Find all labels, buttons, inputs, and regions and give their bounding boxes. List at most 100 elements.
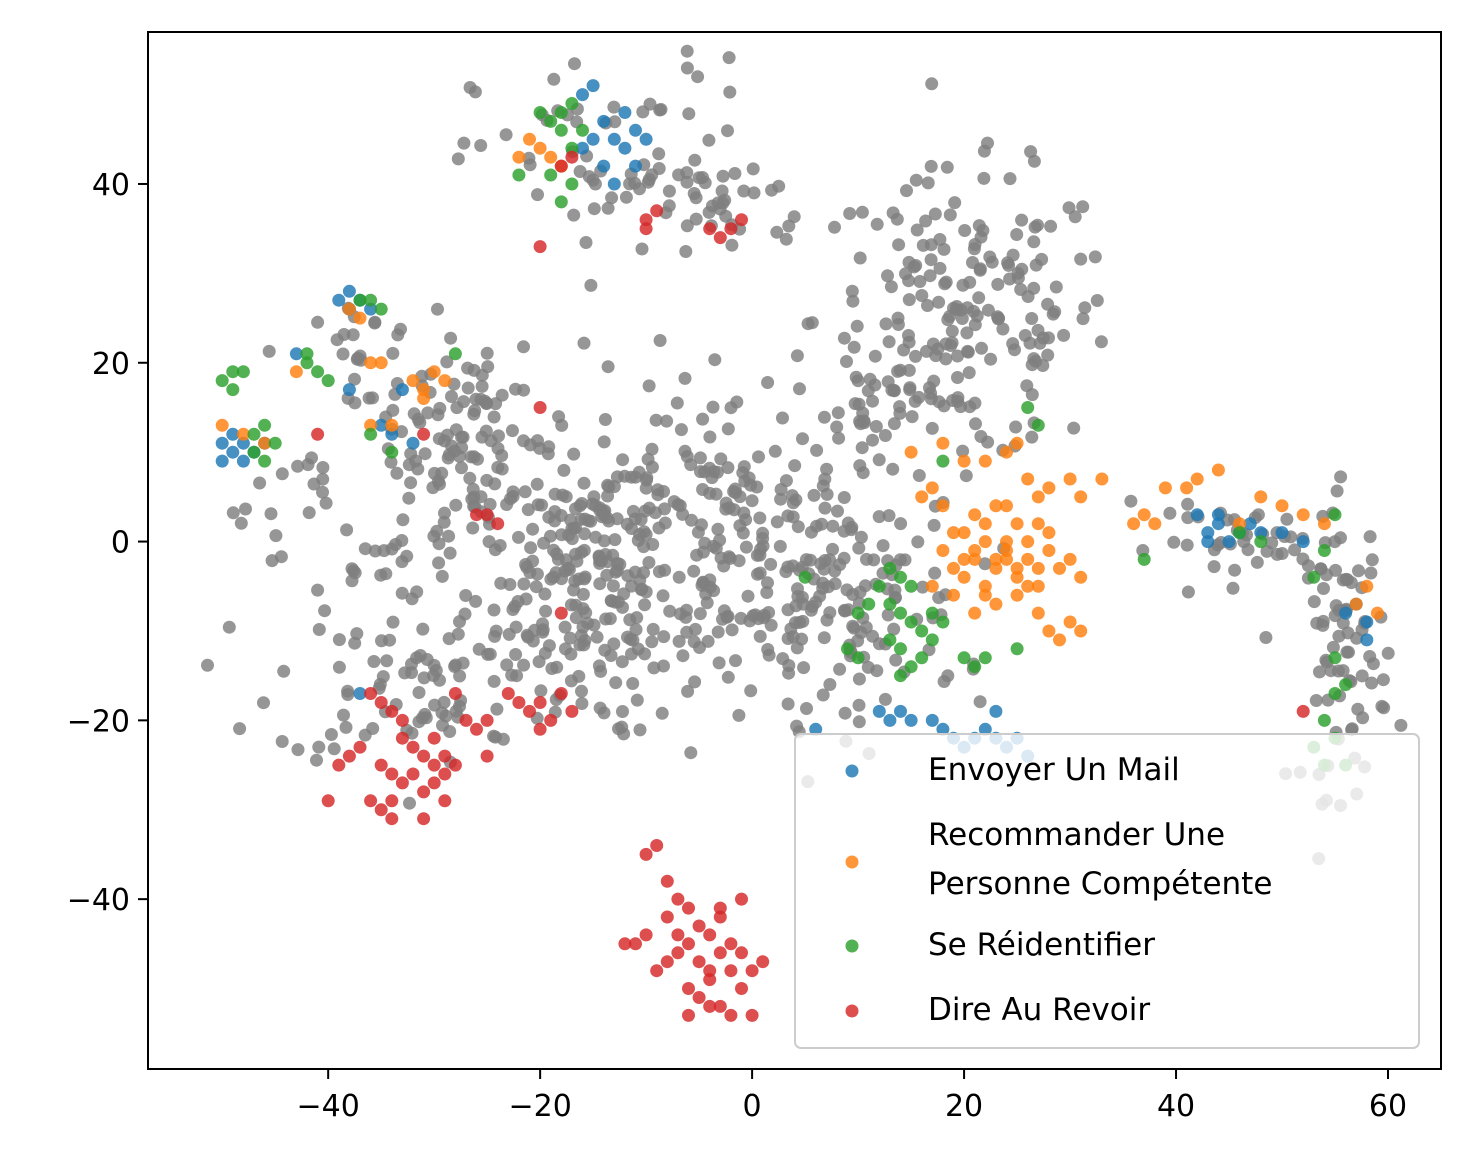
background-point: [670, 396, 684, 410]
background-point: [856, 406, 870, 420]
background-point: [933, 233, 947, 246]
background-point: [547, 72, 561, 86]
background-point: [542, 510, 556, 524]
background-point: [902, 363, 916, 377]
background-point: [912, 390, 926, 404]
data-point: [300, 356, 314, 370]
data-point: [1360, 579, 1374, 593]
data-point: [215, 418, 229, 432]
background-point: [785, 489, 799, 503]
series-3: [215, 97, 1353, 772]
data-point: [629, 123, 642, 137]
background-point: [455, 430, 469, 444]
data-point: [1370, 606, 1384, 620]
background-point: [756, 539, 770, 553]
data-point: [321, 794, 335, 808]
background-point: [774, 492, 788, 506]
data-point: [1339, 678, 1353, 692]
background-point: [1062, 201, 1076, 215]
background-point: [535, 498, 549, 512]
data-point: [512, 150, 526, 164]
background-point: [732, 708, 746, 722]
background-point: [575, 684, 588, 698]
data-point: [989, 561, 1003, 575]
background-point: [695, 518, 708, 532]
background-point: [402, 491, 416, 505]
data-point: [724, 937, 738, 951]
data-point: [936, 436, 950, 450]
background-point: [587, 202, 601, 216]
background-point: [861, 384, 875, 398]
background-point: [518, 485, 532, 499]
background-point: [1364, 566, 1378, 580]
background-point: [464, 450, 478, 464]
data-point: [1074, 570, 1088, 584]
background-point: [1344, 576, 1358, 590]
background-point: [1365, 553, 1379, 567]
background-point: [555, 528, 569, 542]
data-point: [554, 123, 568, 137]
y-tick-label: 20: [92, 347, 130, 382]
data-point: [1042, 544, 1056, 557]
background-point: [499, 128, 513, 142]
data-point: [682, 901, 695, 915]
background-point: [489, 624, 503, 638]
data-point: [385, 767, 399, 781]
background-point: [1041, 297, 1055, 311]
data-point: [1042, 624, 1056, 638]
data-point: [872, 579, 886, 593]
background-point: [1025, 388, 1039, 402]
background-point: [386, 346, 400, 360]
background-point: [820, 462, 834, 476]
background-point: [1027, 154, 1041, 168]
series-2: [215, 132, 1384, 647]
data-point: [364, 356, 378, 370]
background-point: [612, 722, 625, 736]
background-point: [318, 604, 332, 618]
background-point: [239, 502, 252, 516]
background-point: [1316, 618, 1330, 632]
background-point: [744, 684, 758, 698]
legend-label: Dire Au Revoir: [928, 992, 1150, 1028]
background-point: [833, 662, 847, 676]
legend-label: Recommander Une: [928, 817, 1225, 853]
data-point: [332, 293, 346, 307]
background-point: [887, 622, 901, 636]
data-point: [395, 731, 409, 745]
background-point: [698, 536, 712, 550]
data-point: [226, 427, 240, 441]
data-point: [438, 767, 452, 781]
background-point: [546, 570, 560, 584]
data-point: [1180, 481, 1194, 495]
background-point: [630, 693, 644, 707]
background-point: [433, 673, 446, 687]
background-point: [1351, 702, 1365, 716]
background-point: [449, 498, 463, 512]
background-point: [1094, 335, 1108, 349]
data-point: [364, 687, 378, 700]
data-point: [364, 293, 378, 307]
background-point: [619, 190, 633, 204]
data-point: [554, 606, 568, 620]
data-point: [215, 454, 229, 468]
data-point: [978, 535, 992, 549]
data-point: [311, 365, 325, 379]
data-point: [427, 365, 441, 379]
background-point: [672, 634, 686, 648]
background-point: [576, 587, 590, 601]
background-point: [487, 674, 501, 688]
data-point: [1021, 579, 1035, 593]
background-point: [868, 349, 882, 363]
background-point: [500, 658, 514, 672]
background-point: [823, 678, 837, 691]
data-point: [300, 347, 314, 361]
data-point: [1275, 499, 1289, 513]
background-point: [598, 413, 612, 426]
data-point: [1010, 436, 1024, 450]
background-point: [786, 630, 800, 644]
background-point: [757, 611, 771, 625]
background-point: [852, 715, 866, 729]
background-point: [903, 381, 917, 395]
background-point: [772, 179, 786, 193]
data-point: [650, 839, 664, 852]
